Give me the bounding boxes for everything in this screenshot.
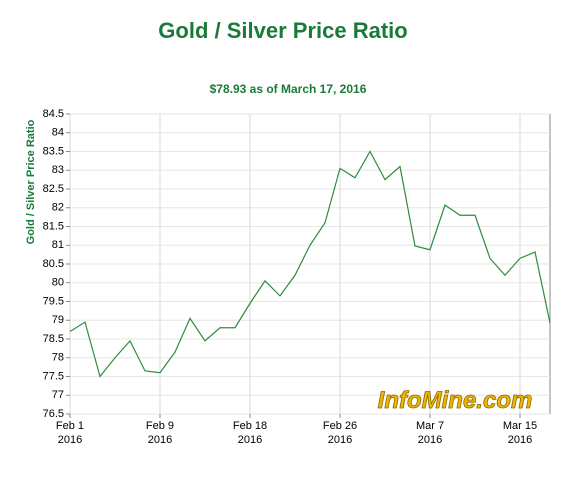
- x-tick-label: Feb 9: [146, 420, 174, 432]
- x-tick-label: 2016: [238, 434, 262, 446]
- y-tick-label: 80.5: [43, 258, 64, 270]
- y-tick-label: 84: [52, 127, 64, 139]
- y-tick-label: 78.5: [43, 333, 64, 345]
- x-tick-label: Mar 7: [416, 420, 444, 432]
- y-tick-label: 80: [52, 277, 64, 289]
- y-tick-label: 83.5: [43, 145, 64, 157]
- x-tick-label: 2016: [418, 434, 442, 446]
- y-tick-label: 84.5: [43, 108, 64, 120]
- y-tick-label: 83: [52, 164, 64, 176]
- y-tick-label: 77: [52, 389, 64, 401]
- y-tick-label: 78: [52, 352, 64, 364]
- y-tick-label: 77.5: [43, 370, 64, 382]
- y-tick-label: 81: [52, 239, 64, 251]
- chart-subtitle: $78.93 as of March 17, 2016: [210, 82, 367, 96]
- x-tick-label: 2016: [508, 434, 532, 446]
- x-tick-label: Feb 1: [56, 420, 84, 432]
- y-tick-label: 82.5: [43, 183, 64, 195]
- x-tick-label: Feb 18: [233, 420, 267, 432]
- y-tick-label: 79.5: [43, 295, 64, 307]
- data-line: [69, 150, 551, 378]
- y-tick-label: 82: [52, 202, 64, 214]
- x-tick-label: Mar 15: [503, 420, 537, 432]
- chart-title: Gold / Silver Price Ratio: [158, 18, 407, 43]
- y-tick-label: 81.5: [43, 220, 64, 232]
- x-tick-label: 2016: [58, 434, 82, 446]
- y-tick-label: 76.5: [43, 408, 64, 420]
- x-tick-label: 2016: [148, 434, 172, 446]
- y-tick-label: 79: [52, 314, 64, 326]
- watermark: InfoMine.com: [378, 387, 533, 414]
- x-tick-label: 2016: [328, 434, 352, 446]
- x-tick-label: Feb 26: [323, 420, 357, 432]
- y-axis-label: Gold / Silver Price Ratio: [25, 119, 37, 244]
